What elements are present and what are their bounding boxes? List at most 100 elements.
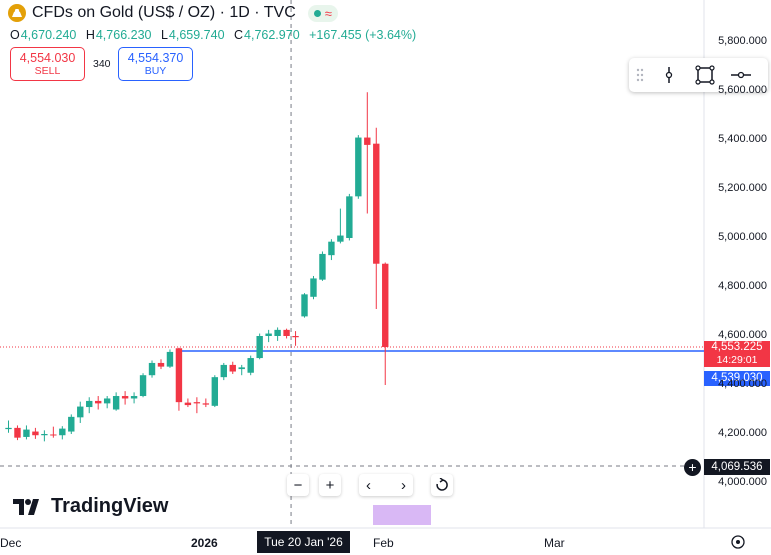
candle-body bbox=[59, 428, 66, 436]
candle-body bbox=[14, 427, 21, 438]
market-status[interactable]: ≈ bbox=[307, 4, 338, 22]
candle-body bbox=[95, 400, 102, 404]
candle-body bbox=[184, 402, 192, 406]
price-tick-label: 4,200.000 bbox=[718, 427, 767, 439]
candle-body bbox=[256, 336, 263, 359]
reset-chart-button[interactable] bbox=[431, 474, 453, 496]
sell-price: 4,554.030 bbox=[19, 51, 76, 65]
candle-body bbox=[364, 137, 371, 145]
candle-body bbox=[265, 333, 272, 336]
price-tick-label: 4,600.000 bbox=[718, 329, 767, 341]
candle-body bbox=[166, 351, 174, 367]
candle-body bbox=[292, 336, 299, 338]
candle-body bbox=[346, 196, 353, 238]
candle-body bbox=[148, 362, 156, 376]
brand-name: TradingView bbox=[51, 495, 169, 517]
spread-value: 340 bbox=[93, 58, 111, 70]
candle-body bbox=[23, 429, 30, 437]
tradingview-logo-icon bbox=[13, 498, 39, 515]
candle-body bbox=[220, 364, 227, 378]
candle-body bbox=[238, 367, 245, 370]
rectangle-tool-icon[interactable] bbox=[687, 58, 723, 92]
price-tick-label: 5,600.000 bbox=[718, 84, 767, 96]
sell-label: SELL bbox=[34, 65, 61, 77]
scroll-right-icon[interactable]: › bbox=[401, 476, 406, 494]
low-label: L bbox=[160, 28, 168, 42]
candle-body bbox=[86, 400, 93, 408]
time-label-feb: Feb bbox=[373, 536, 394, 550]
candle-body bbox=[328, 241, 335, 256]
wave-icon: ≈ bbox=[324, 5, 332, 21]
buy-button[interactable]: 4,554.370 BUY bbox=[118, 47, 193, 81]
candle-body bbox=[139, 375, 147, 397]
price-tick-label: 4,400.000 bbox=[718, 378, 767, 390]
candle-body bbox=[319, 253, 326, 280]
candle-body bbox=[373, 143, 380, 264]
drag-handle-icon[interactable] bbox=[629, 58, 651, 92]
candle-body bbox=[5, 427, 12, 430]
price-tick-label: 4,800.000 bbox=[718, 280, 767, 292]
tradingview-logo[interactable]: TradingView bbox=[13, 495, 168, 518]
candle-body bbox=[382, 263, 389, 348]
candle-body bbox=[77, 406, 84, 418]
drawing-toolbar bbox=[629, 58, 768, 92]
candle-body bbox=[103, 398, 111, 404]
crosshair-price-tag: 4,069.536 bbox=[704, 459, 770, 475]
candle-body bbox=[211, 377, 219, 406]
time-label-2026: 2026 bbox=[191, 536, 218, 550]
bar-countdown: 14:29:01 bbox=[716, 354, 758, 366]
candle-body bbox=[121, 396, 129, 399]
time-label-mar: Mar bbox=[544, 536, 565, 550]
candle-body bbox=[202, 403, 210, 405]
price-tick-label: 5,800.000 bbox=[718, 35, 767, 47]
crosshair-date-label: Tue 20 Jan '26 bbox=[257, 531, 350, 553]
go-to-date-icon[interactable] bbox=[730, 534, 746, 550]
vertical-line-tool-icon[interactable] bbox=[651, 58, 687, 92]
candle-body bbox=[130, 396, 138, 399]
gold-symbol-icon bbox=[8, 4, 26, 22]
candle-body bbox=[355, 137, 362, 197]
candle-body bbox=[41, 434, 48, 436]
low-value: 4,659.740 bbox=[168, 28, 225, 42]
candle-body bbox=[310, 278, 317, 297]
high-value: 4,766.230 bbox=[95, 28, 152, 42]
zoom-in-button[interactable]: + bbox=[319, 474, 341, 496]
candle-body bbox=[337, 235, 344, 242]
ohlc-legend: O4,670.240 H4,766.230 L4,659.740 C4,762.… bbox=[10, 28, 422, 42]
reset-icon bbox=[436, 478, 448, 491]
close-label: C bbox=[234, 28, 244, 42]
open-value: 4,670.240 bbox=[20, 28, 77, 42]
candle-body bbox=[157, 362, 165, 367]
last-price-value: 4,553.225 bbox=[711, 341, 763, 353]
price-tick-label: 4,000.000 bbox=[718, 476, 767, 488]
price-tick-label: 5,000.000 bbox=[718, 231, 767, 243]
zoom-out-button[interactable]: − bbox=[287, 474, 309, 496]
candle-body bbox=[112, 396, 120, 410]
add-alert-icon[interactable]: + bbox=[684, 459, 701, 476]
range-highlight bbox=[373, 505, 431, 525]
buy-price: 4,554.370 bbox=[127, 51, 184, 65]
price-tick-label: 5,400.000 bbox=[718, 133, 767, 145]
last-price-tag: 4,553.225 14:29:01 bbox=[704, 341, 770, 367]
sell-button[interactable]: 4,554.030 SELL bbox=[10, 47, 85, 81]
candle-body bbox=[229, 364, 236, 372]
symbol-title[interactable]: CFDs on Gold (US$ / OZ) · 1D · TVC bbox=[32, 4, 296, 21]
horizontal-ray-tool-icon[interactable] bbox=[723, 58, 759, 92]
high-label: H bbox=[85, 28, 95, 42]
open-label: O bbox=[10, 28, 20, 42]
close-value: 4,762.970 bbox=[244, 28, 300, 42]
chart-header: CFDs on Gold (US$ / OZ) · 1D · TVC ≈ bbox=[8, 4, 338, 22]
candle-body bbox=[68, 416, 75, 432]
candle-body bbox=[247, 358, 254, 373]
candle-body bbox=[274, 329, 281, 336]
buy-label: BUY bbox=[144, 65, 167, 77]
scroll-controls: ‹ › bbox=[359, 474, 413, 496]
scroll-left-icon[interactable]: ‹ bbox=[366, 476, 371, 494]
candle-body bbox=[32, 431, 39, 436]
candle-body bbox=[175, 348, 183, 403]
candle-body bbox=[301, 294, 308, 317]
change-value: +167.455 (+3.64%) bbox=[309, 28, 417, 42]
candle-body bbox=[193, 402, 201, 404]
price-tick-label: 5,200.000 bbox=[718, 182, 767, 194]
